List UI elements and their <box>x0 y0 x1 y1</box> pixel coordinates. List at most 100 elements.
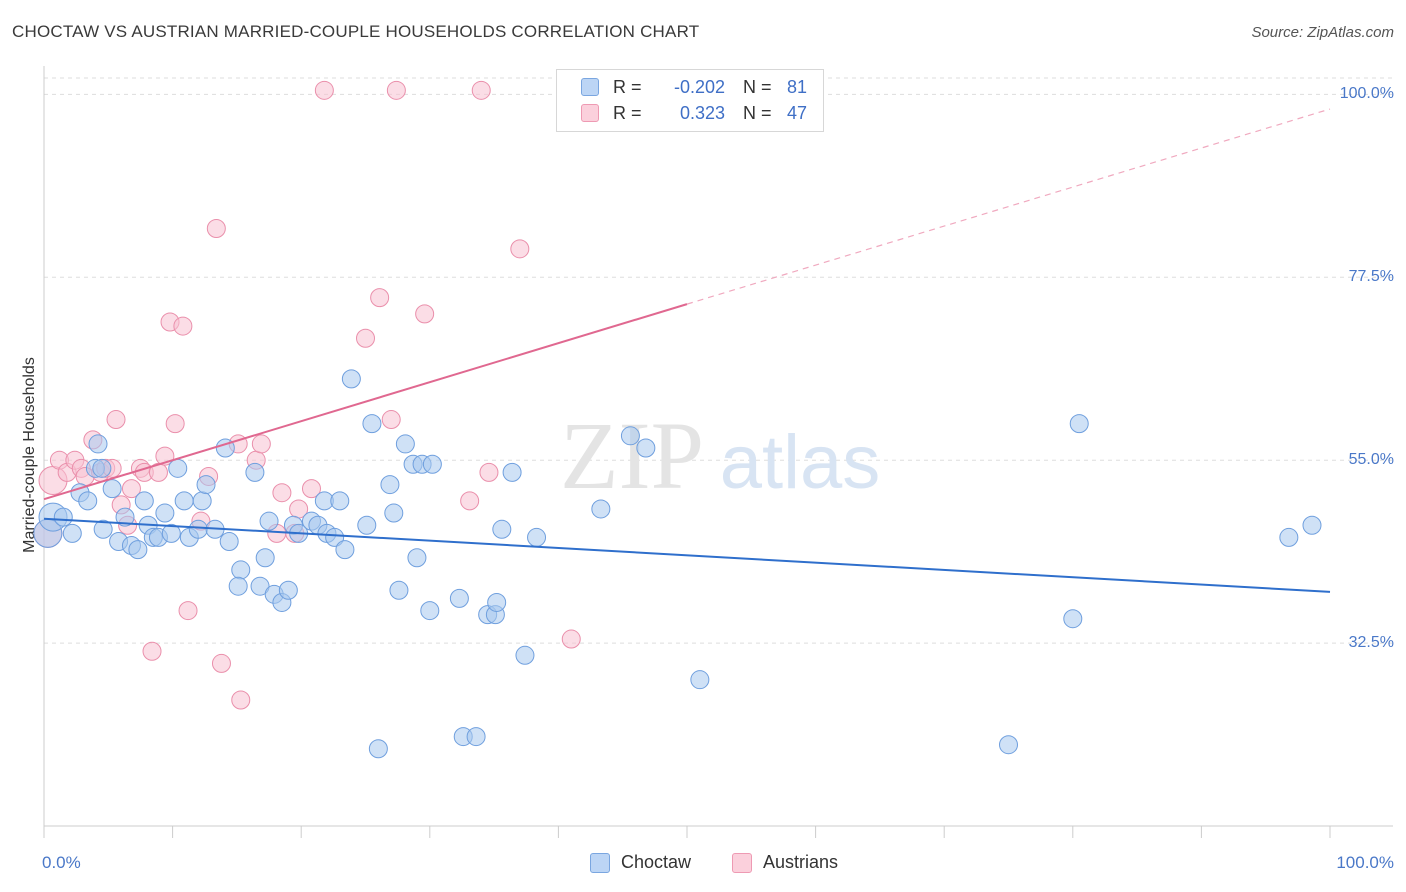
choctaw-point <box>368 739 388 759</box>
legend-swatch-blue <box>581 78 599 96</box>
choctaw-point <box>78 491 98 511</box>
source-label: Source: ZipAtlas.com <box>1251 24 1394 41</box>
choctaw-point <box>250 576 270 596</box>
choctaw-point <box>357 515 377 535</box>
austrians-point <box>561 629 581 649</box>
austrians-point <box>178 601 198 621</box>
choctaw-point <box>161 523 181 543</box>
choctaw-point <box>515 645 535 665</box>
watermark: ZIP atlas <box>560 402 880 509</box>
austrians-point <box>251 434 271 454</box>
choctaw-point <box>255 548 275 568</box>
austrians-point <box>386 80 406 100</box>
choctaw-point <box>1279 527 1299 547</box>
choctaw-point <box>362 414 382 434</box>
watermark-zip: ZIP <box>560 402 704 509</box>
choctaw-point <box>527 527 547 547</box>
choctaw-point <box>591 499 611 519</box>
n-value: 47 <box>787 102 808 123</box>
n-label: N = <box>743 102 772 123</box>
austrians-point <box>301 479 321 499</box>
legend-swatch-blue <box>590 852 610 873</box>
n-value: 81 <box>787 76 808 97</box>
chart-title: CHOCTAW VS AUSTRIAN MARRIED-COUPLE HOUSE… <box>12 22 700 41</box>
choctaw-point <box>192 491 212 511</box>
austrians-point <box>460 491 480 511</box>
choctaw-trend-line <box>43 517 1331 593</box>
watermark-atlas: atlas <box>720 420 881 505</box>
trend-lines <box>43 108 1331 593</box>
choctaw-point <box>487 592 507 612</box>
austrians-point <box>211 653 231 673</box>
x-tick-label-max: 100.0% <box>1336 853 1394 872</box>
choctaw-point <box>1069 414 1089 434</box>
austrians-trend-extension <box>686 108 1331 305</box>
choctaw-point <box>134 491 154 511</box>
choctaw-point <box>620 426 640 446</box>
x-tick-label-min: 0.0% <box>42 853 81 872</box>
choctaw-point <box>422 454 442 474</box>
choctaw-point <box>196 475 216 495</box>
choctaw-point <box>93 519 113 539</box>
choctaw-point <box>341 369 361 389</box>
choctaw-point <box>53 507 73 527</box>
choctaw-point <box>278 580 298 600</box>
legend-row-choctaw: R = -0.202 N = 81 <box>581 75 807 99</box>
austrians-point <box>206 219 226 239</box>
choctaw-point <box>219 531 239 551</box>
y-tick-label: 77.5% <box>1348 268 1394 286</box>
legend-label-choctaw: Choctaw <box>621 852 692 872</box>
legend-label-austrians: Austrians <box>763 852 839 872</box>
austrians-point <box>415 304 435 324</box>
austrians-point <box>106 410 126 430</box>
r-label: R = <box>613 76 642 97</box>
legend-row-austrians: R = 0.323 N = 47 <box>581 101 807 125</box>
austrians-point <box>314 80 334 100</box>
choctaw-point <box>330 491 350 511</box>
austrians-point <box>165 414 185 434</box>
austrians-point <box>381 410 401 430</box>
choctaw-point <box>88 434 108 454</box>
austrians-point <box>142 641 162 661</box>
gridlines <box>44 77 1393 644</box>
legend-swatch-pink <box>581 104 599 122</box>
choctaw-point <box>395 434 415 454</box>
choctaw-point <box>228 576 248 596</box>
choctaw-point <box>1063 609 1083 629</box>
choctaw-point <box>384 503 404 523</box>
choctaw-point <box>420 601 440 621</box>
y-tick-label: 55.0% <box>1348 451 1394 469</box>
choctaw-point <box>155 503 175 523</box>
austrians-point <box>479 462 499 482</box>
choctaw-point <box>168 458 188 478</box>
legend-item-austrians[interactable]: Austrians <box>732 852 838 873</box>
axes <box>43 66 1393 838</box>
choctaw-point <box>449 588 469 608</box>
choctaw-point <box>389 580 409 600</box>
n-label: N = <box>743 76 772 97</box>
legend-item-choctaw[interactable]: Choctaw <box>590 852 691 873</box>
r-label: R = <box>613 102 642 123</box>
choctaw-point <box>1302 515 1322 535</box>
austrians-point <box>471 80 491 100</box>
choctaw-point <box>492 519 512 539</box>
austrians-point <box>173 316 193 336</box>
choctaw-point <box>999 735 1018 755</box>
correlation-legend: R = -0.202 N = 81 R = 0.323 N = 47 <box>556 69 824 132</box>
choctaw-point <box>115 507 135 527</box>
series-legend: Choctaw Austrians <box>0 852 1406 878</box>
austrians-point <box>148 462 168 482</box>
austrians-trend-line <box>43 303 688 501</box>
choctaw-point <box>102 479 122 499</box>
choctaw-point <box>245 462 265 482</box>
choctaw-point <box>407 548 427 568</box>
austrians-point <box>510 239 530 259</box>
austrians-point <box>370 288 390 308</box>
choctaw-point <box>92 458 112 478</box>
choctaw-point <box>466 727 486 747</box>
choctaw-point <box>690 670 710 690</box>
y-tick-label: 100.0% <box>1339 85 1394 103</box>
choctaw-point <box>231 560 251 580</box>
r-value: -0.202 <box>673 76 725 97</box>
